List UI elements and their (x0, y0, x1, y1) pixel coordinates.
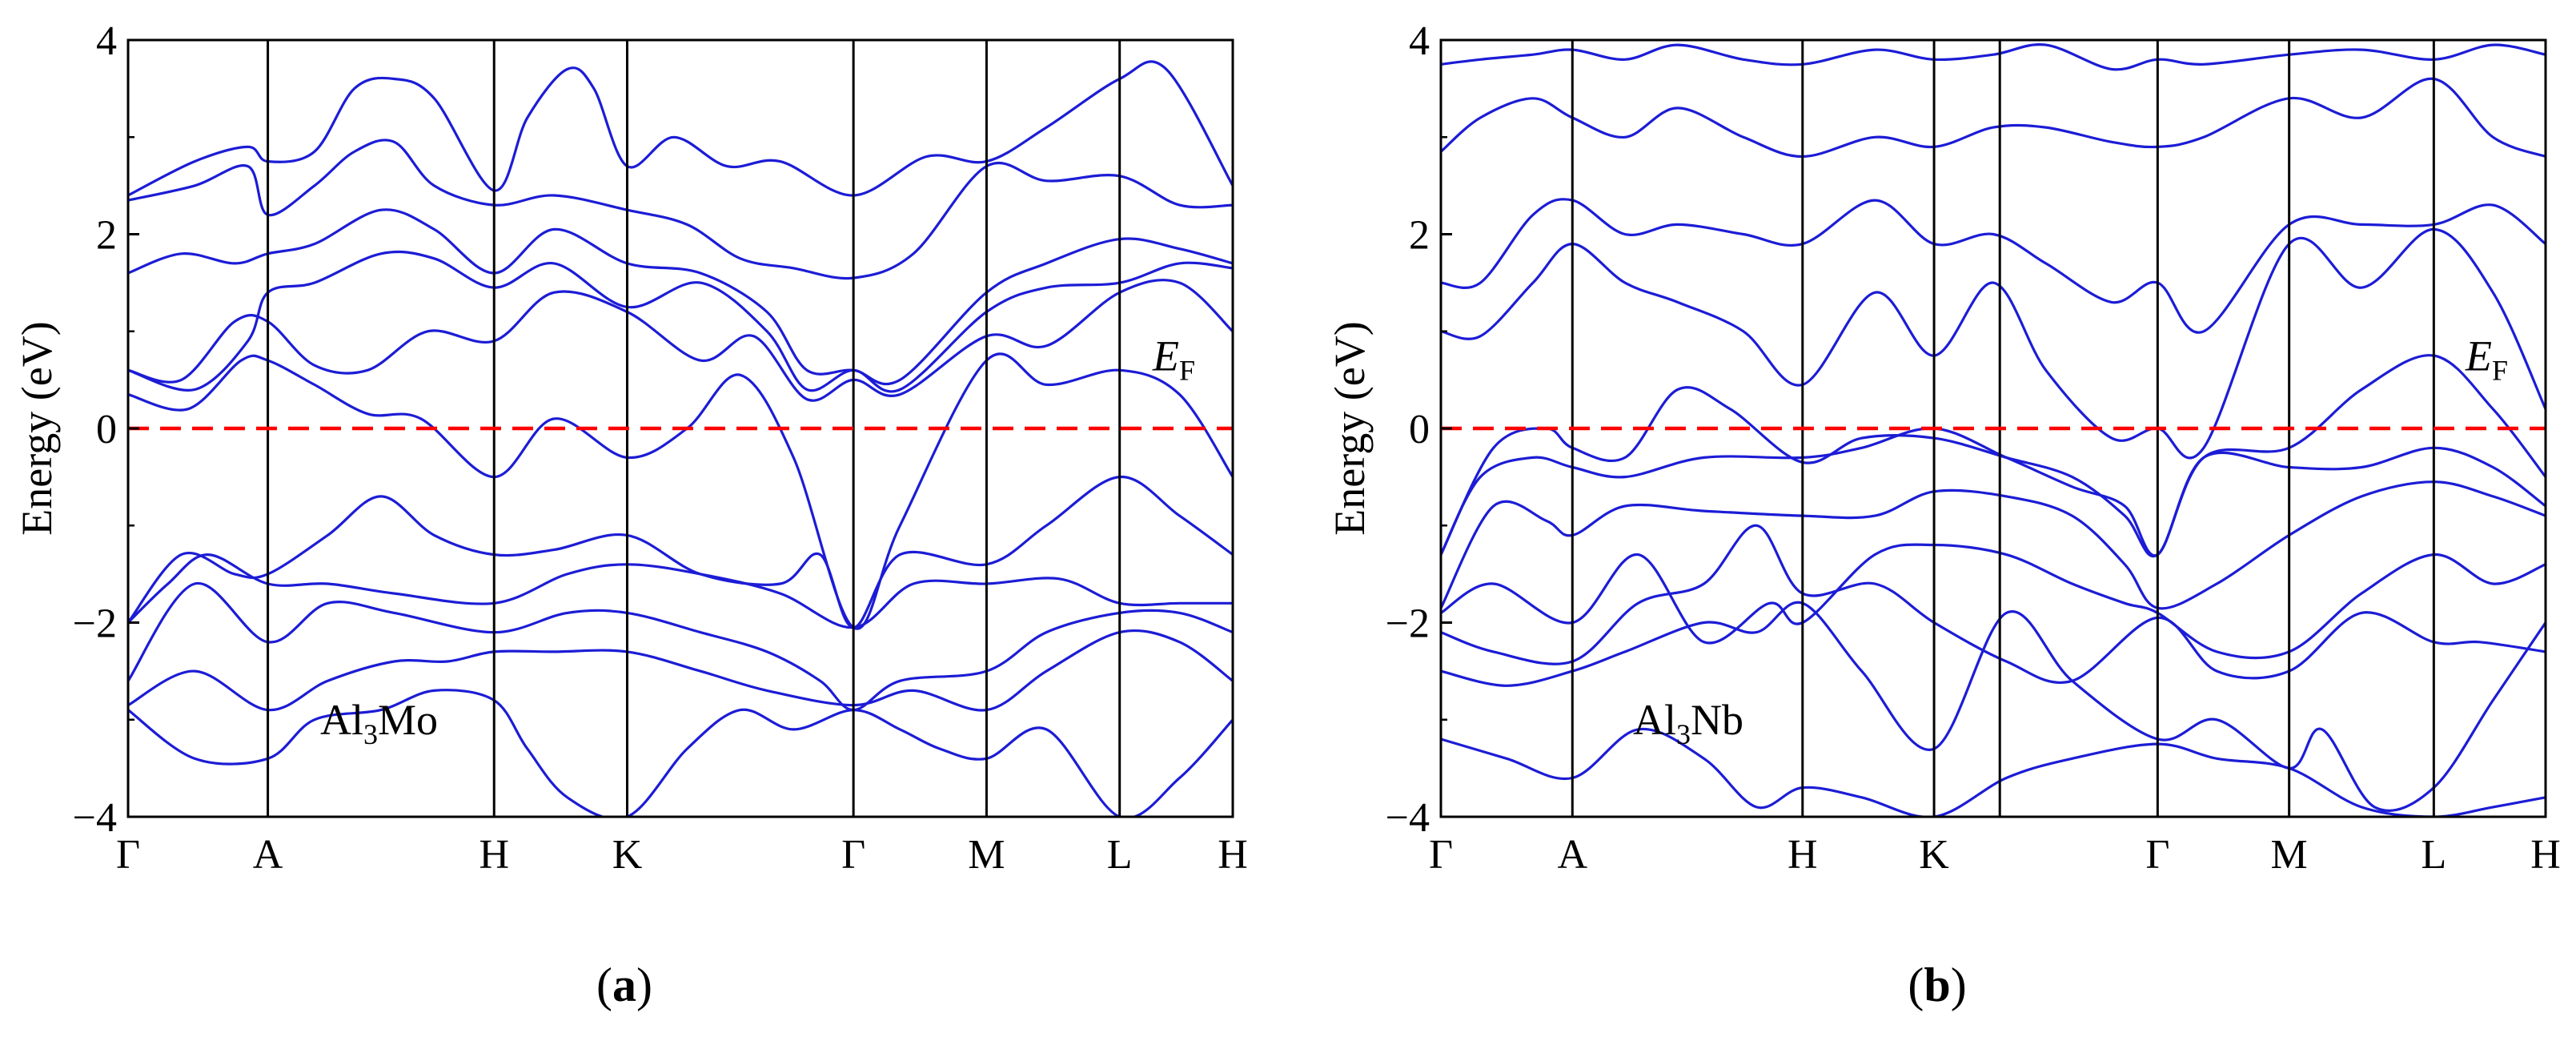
panel-a-fermi-label-sub: F (1179, 354, 1195, 386)
panel-a-kpoint-label: Γ (841, 832, 865, 878)
panel-a-band-8 (128, 250, 1233, 393)
panel-a-y-tick-label: 0 (96, 407, 117, 452)
panel-b-bands (1441, 43, 2546, 817)
panel-a-fermi-label: EF (1152, 332, 1195, 386)
panel-a-band-5 (128, 475, 1233, 629)
panel-b-kpoint-label: Γ (1429, 832, 1453, 878)
panel-b-kpoint-label: H (1788, 832, 1818, 878)
panel-a-kpoint-label: M (968, 832, 1005, 878)
panel-a-band-3 (128, 582, 1233, 712)
panel-b-band-structure: −4 −2 0 2 4 Γ A H K Γ M L H Energy (eV) Al3Nb EF (b… (1326, 18, 2561, 1011)
panel-a-band-structure: −4 −2 0 2 4 Γ A H K Γ M L H Energy (eV) Al3Mo EF (a… (13, 18, 1248, 1011)
panel-b-band-3 (1441, 524, 2546, 684)
panel-b-band-2 (1441, 601, 2546, 812)
panel-a-kpoint-label: H (1218, 832, 1248, 878)
panel-a-material-subscript: 3 (363, 718, 378, 750)
panel-a-kpoint-label: H (479, 832, 509, 878)
panel-a-material-base: Al (320, 696, 363, 744)
panel-a-band-10 (128, 139, 1233, 280)
panel-a-y-tick-label: −2 (73, 601, 117, 647)
panel-b-band-10 (1441, 77, 2546, 159)
panel-a-caption-letter: a (612, 959, 636, 1011)
panel-b-kpoint-label: H (2530, 832, 2561, 878)
panel-b-y-tick-label: 0 (1409, 407, 1430, 452)
panel-b-fermi-label-main: E (2465, 332, 2492, 380)
panel-b-kpoint-label: M (2271, 832, 2308, 878)
panel-b-band-11 (1441, 43, 2546, 71)
panel-b-kpoint-label: A (1558, 832, 1588, 878)
panel-b-kpoint-label: L (2421, 832, 2446, 878)
panel-b-y-tick-label: 4 (1409, 18, 1430, 64)
panel-a-material-label: Al3Mo (320, 696, 438, 750)
panel-b-kpoint-label: Γ (2145, 832, 2169, 878)
panel-a-band-7 (128, 279, 1233, 402)
panel-b-band-6 (1441, 427, 2546, 557)
panel-a-y-tick-label: 2 (96, 213, 117, 259)
panel-a-y-tick-label: −4 (73, 795, 117, 841)
panel-a-y-axis-label: Energy (eV) (13, 321, 61, 535)
panel-b-material-label: Al3Nb (1633, 696, 1743, 750)
panel-a-band-11 (128, 60, 1233, 197)
panel-b-band-5 (1441, 480, 2546, 610)
panel-b-y-tick-label: 2 (1409, 213, 1430, 259)
panel-b-y-axis-label: Energy (eV) (1326, 321, 1374, 535)
panel-a-bands (128, 60, 1233, 817)
panel-a-y-axis: −4 −2 0 2 4 (73, 18, 139, 841)
panel-b-material-rest: Nb (1691, 696, 1743, 744)
panel-a-band-1 (128, 689, 1233, 817)
panel-b-kpoint-label: K (1919, 832, 1949, 878)
panel-b-material-base: Al (1633, 696, 1676, 744)
panel-a-kpoint-label: Γ (116, 832, 140, 878)
panel-a-material-rest: Mo (378, 696, 438, 744)
panel-b-y-tick-label: −4 (1386, 795, 1430, 841)
panel-a-y-tick-label: 4 (96, 18, 117, 64)
panel-b-caption-letter: b (1924, 959, 1950, 1011)
panel-b-y-axis: −4 −2 0 2 4 (1386, 18, 1452, 841)
panel-a-band-6 (128, 352, 1233, 630)
panel-a-caption: (a) (596, 959, 652, 1011)
panel-a-kpoint-label: L (1107, 832, 1133, 878)
panel-b-band-8 (1441, 227, 2546, 460)
panel-b-fermi-label: EF (2465, 332, 2508, 386)
panel-b-caption: (b) (1908, 959, 1966, 1011)
panel-a-fermi-label-main: E (1152, 332, 1179, 380)
panel-b-band-4 (1441, 543, 2546, 660)
panel-b-y-tick-label: −2 (1386, 601, 1430, 647)
panel-a-band-9 (128, 208, 1233, 386)
panel-b-fermi-label-sub: F (2492, 354, 2508, 386)
panel-b-material-subscript: 3 (1676, 718, 1691, 750)
panel-a-kpoint-label: K (612, 832, 643, 878)
panel-b-band-9 (1441, 198, 2546, 334)
panel-a-band-2 (128, 629, 1233, 712)
panel-b-band-7 (1441, 354, 2546, 558)
panel-a-kpoint-label: A (253, 832, 283, 878)
panel-b-band-1 (1441, 727, 2546, 817)
